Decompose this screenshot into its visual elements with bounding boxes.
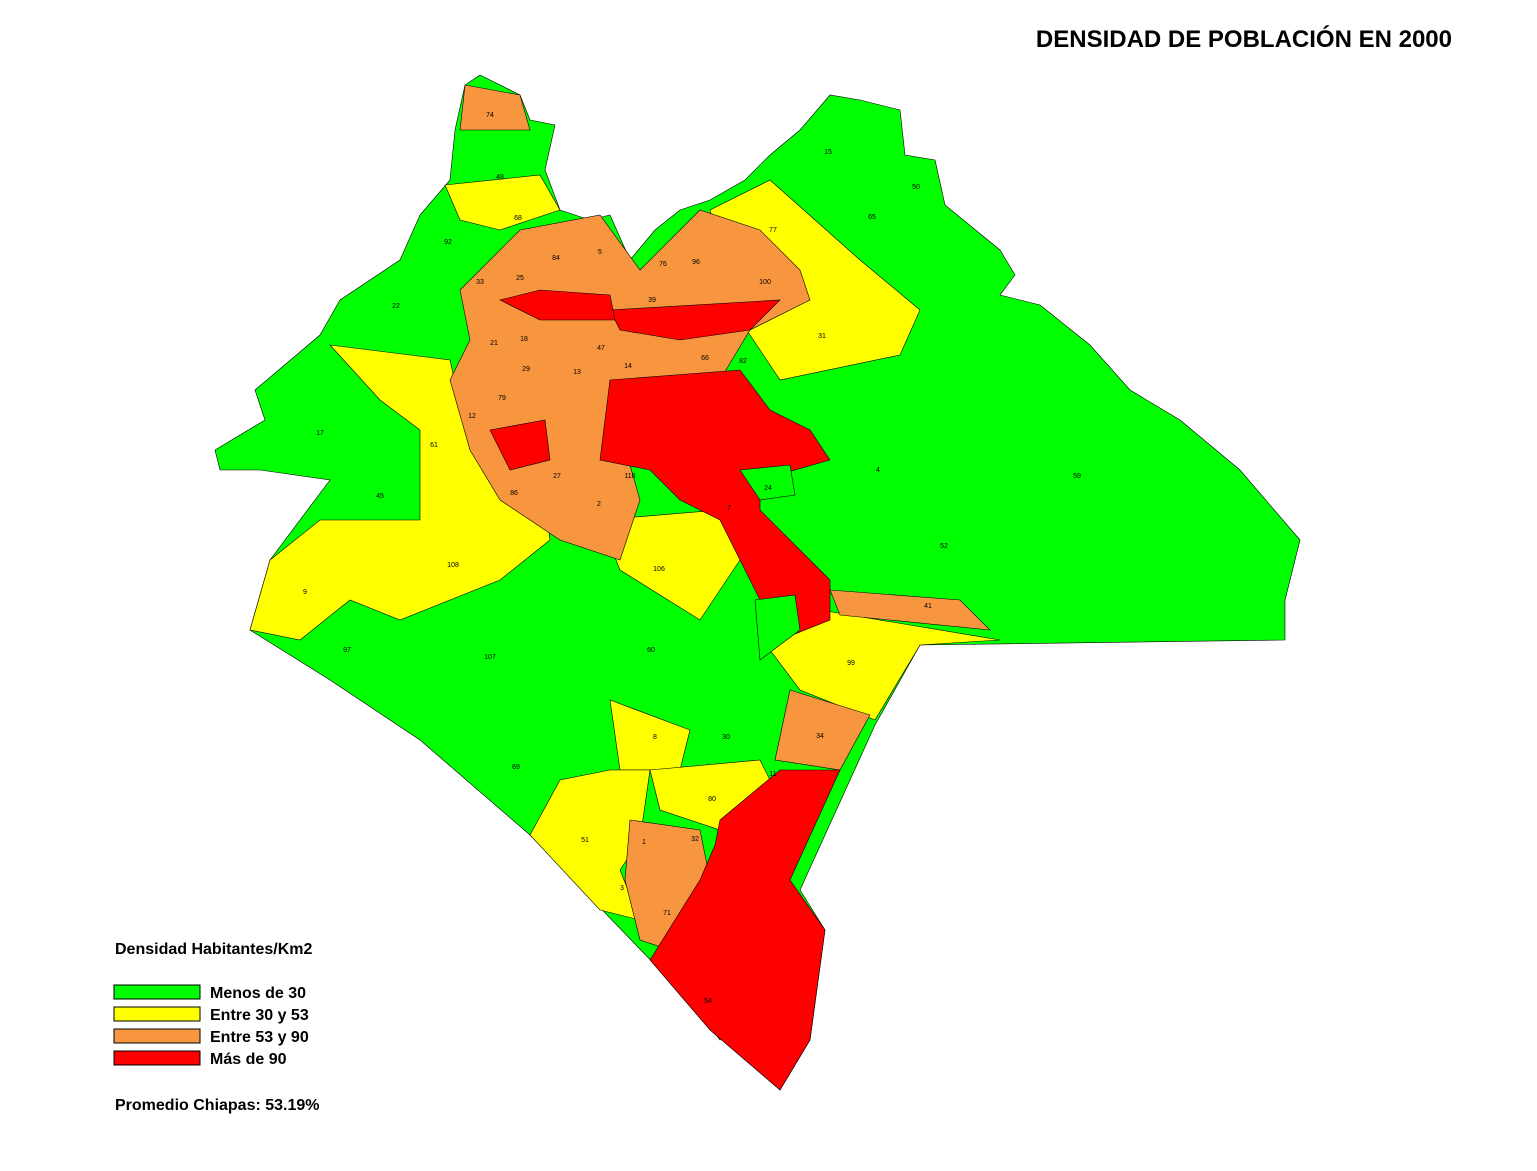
municipality-label: 7 bbox=[727, 505, 731, 512]
municipality-label: 11 bbox=[769, 771, 776, 778]
municipality-region bbox=[599, 369, 831, 641]
municipality-label: 13 bbox=[573, 369, 581, 376]
municipality-label: 14 bbox=[624, 363, 632, 370]
municipality-label: 107 bbox=[484, 654, 496, 661]
municipality-label: 60 bbox=[647, 647, 655, 654]
municipality-label: 29 bbox=[522, 366, 530, 373]
municipality-label: 79 bbox=[498, 395, 506, 402]
municipality-label: 27 bbox=[553, 473, 561, 480]
municipality-region bbox=[489, 419, 551, 471]
municipality-label: 68 bbox=[514, 215, 522, 222]
municipality-label: 24 bbox=[764, 485, 772, 492]
municipality-label: 18 bbox=[520, 336, 528, 343]
municipality-region bbox=[754, 594, 801, 661]
municipality-label: 52 bbox=[940, 543, 948, 550]
legend-label: Entre 53 y 90 bbox=[210, 1029, 309, 1046]
municipality-label: 9 bbox=[303, 589, 307, 596]
municipality-label: 99 bbox=[847, 660, 855, 667]
municipality-label: 92 bbox=[444, 239, 452, 246]
municipality-label: 76 bbox=[659, 261, 667, 268]
legend-title: Densidad Habitantes/Km2 bbox=[115, 941, 312, 958]
municipality-region bbox=[459, 84, 531, 131]
municipality-label: 66 bbox=[701, 355, 709, 362]
municipality-label: 21 bbox=[490, 340, 498, 347]
municipality-region bbox=[609, 299, 781, 341]
municipality-label: 82 bbox=[739, 358, 747, 365]
municipality-label: 110 bbox=[624, 473, 635, 480]
legend-swatch bbox=[113, 1050, 201, 1066]
municipality-label: 8 bbox=[653, 734, 657, 741]
municipality-label: 59 bbox=[1073, 473, 1081, 480]
municipality-label: 22 bbox=[392, 303, 400, 310]
municipality-label: 25 bbox=[516, 275, 524, 282]
municipality-label: 31 bbox=[818, 333, 826, 340]
municipality-label: 100 bbox=[759, 279, 771, 286]
municipality-label: 106 bbox=[653, 566, 665, 573]
legend-label: Más de 90 bbox=[210, 1051, 287, 1068]
legend-swatch bbox=[113, 1028, 201, 1044]
municipality-region bbox=[444, 174, 561, 231]
municipality-label: 3 bbox=[620, 885, 624, 892]
municipality-label: 45 bbox=[376, 493, 384, 500]
map-title: DENSIDAD DE POBLACIÓN EN 2000 bbox=[1036, 25, 1452, 53]
municipality-label: 4 bbox=[876, 467, 880, 474]
municipality-label: 41 bbox=[924, 603, 932, 610]
municipality-region bbox=[599, 509, 741, 621]
municipality-label: 61 bbox=[430, 442, 438, 449]
municipality-label: 108 bbox=[447, 562, 459, 569]
municipality-label: 65 bbox=[868, 214, 876, 221]
municipality-label: 1 bbox=[642, 839, 646, 846]
municipality-label: 12 bbox=[468, 413, 476, 420]
legend-label: Entre 30 y 53 bbox=[210, 1007, 309, 1024]
municipality-label: 33 bbox=[476, 279, 484, 286]
municipality-label: 54 bbox=[704, 998, 712, 1005]
legend-swatch bbox=[113, 984, 201, 1000]
municipality-region bbox=[649, 769, 841, 1091]
municipality-label: 97 bbox=[343, 647, 351, 654]
municipality-label: 69 bbox=[512, 764, 520, 771]
legend-swatch bbox=[113, 1006, 201, 1022]
municipality-label: 51 bbox=[581, 837, 589, 844]
note: Promedio Chiapas: 53.19% bbox=[115, 1097, 320, 1114]
municipality-label: 39 bbox=[648, 297, 656, 304]
municipality-label: 2 bbox=[597, 501, 601, 508]
municipality-label: 32 bbox=[691, 836, 699, 843]
municipality-label: 34 bbox=[816, 733, 824, 740]
municipality-label: 15 bbox=[824, 149, 832, 156]
legend-label: Menos de 30 bbox=[210, 985, 306, 1002]
municipality-label: 50 bbox=[912, 184, 920, 191]
municipality-region bbox=[829, 589, 991, 631]
municipality-label: 86 bbox=[510, 490, 518, 497]
municipality-label: 71 bbox=[663, 910, 671, 917]
municipality-label: 77 bbox=[769, 227, 777, 234]
municipality-label: 96 bbox=[692, 259, 700, 266]
municipality-region bbox=[739, 464, 796, 501]
municipality-label: 30 bbox=[722, 734, 730, 741]
municipality-label: 17 bbox=[316, 430, 324, 437]
municipality-label: 48 bbox=[496, 174, 504, 181]
municipality-label: 80 bbox=[708, 796, 716, 803]
municipality-label: 84 bbox=[552, 255, 560, 262]
municipality-label: 47 bbox=[597, 345, 605, 352]
municipality-label: 74 bbox=[486, 112, 494, 119]
municipality-label: 5 bbox=[598, 249, 602, 256]
municipality-region bbox=[499, 289, 616, 321]
